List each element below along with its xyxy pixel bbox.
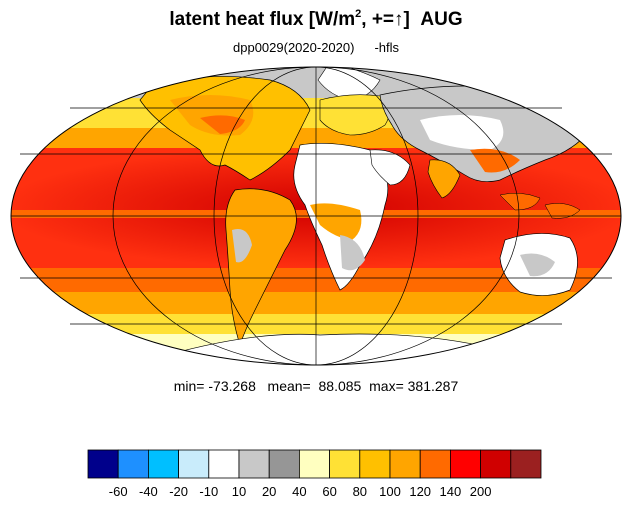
colorbar-tick-label: 140 [439,484,462,499]
colorbar-tick-label: 100 [379,484,401,499]
colorbar-tick-label: 80 [352,484,368,499]
colorbar-tick-label: -40 [138,484,158,499]
colorbar-tick-label: -60 [108,484,128,499]
colorbar-swatch [238,449,270,479]
europe [319,94,390,136]
stats-line: min= -73.268 mean= 88.085 max= 381.287 [173,378,459,394]
colorbar-tick-label: -20 [169,484,188,499]
colorbar-tick-label: 40 [292,484,307,499]
colorbar-swatch [480,449,512,479]
colorbar-tick-label: 60 [322,484,337,499]
colorbar-swatch [389,449,421,479]
colorbar-swatch [298,449,330,479]
colorbar-swatch [359,449,391,479]
colorbar-swatch [117,449,149,479]
india [427,159,461,199]
colorbar-swatch [510,449,542,479]
colorbar-tick-label: 120 [409,484,432,499]
plot-subtitle: dpp0029(2020-2020) -hfls [233,40,399,55]
colorbar-swatch [147,449,179,479]
colorbar-swatch [178,449,210,479]
up-arrow-icon: ↑ [394,9,404,30]
plot-title: latent heat flux [W/m2, +=↑] AUG [169,8,463,30]
colorbar-tick-label: -10 [199,484,219,499]
colorbar-swatch [208,449,240,479]
colorbar-tick-label: 200 [469,484,492,499]
colorbar-swatch [419,449,451,479]
colorbar-swatch [268,449,300,479]
colorbar-swatch [87,449,119,479]
map-outline [10,66,622,366]
colorbar-swatch [449,449,481,479]
colorbar-tick-label: 20 [261,484,277,499]
colorbar-swatch [329,449,361,479]
arabia [369,149,411,186]
colorbar-tick-label: 10 [231,484,247,499]
